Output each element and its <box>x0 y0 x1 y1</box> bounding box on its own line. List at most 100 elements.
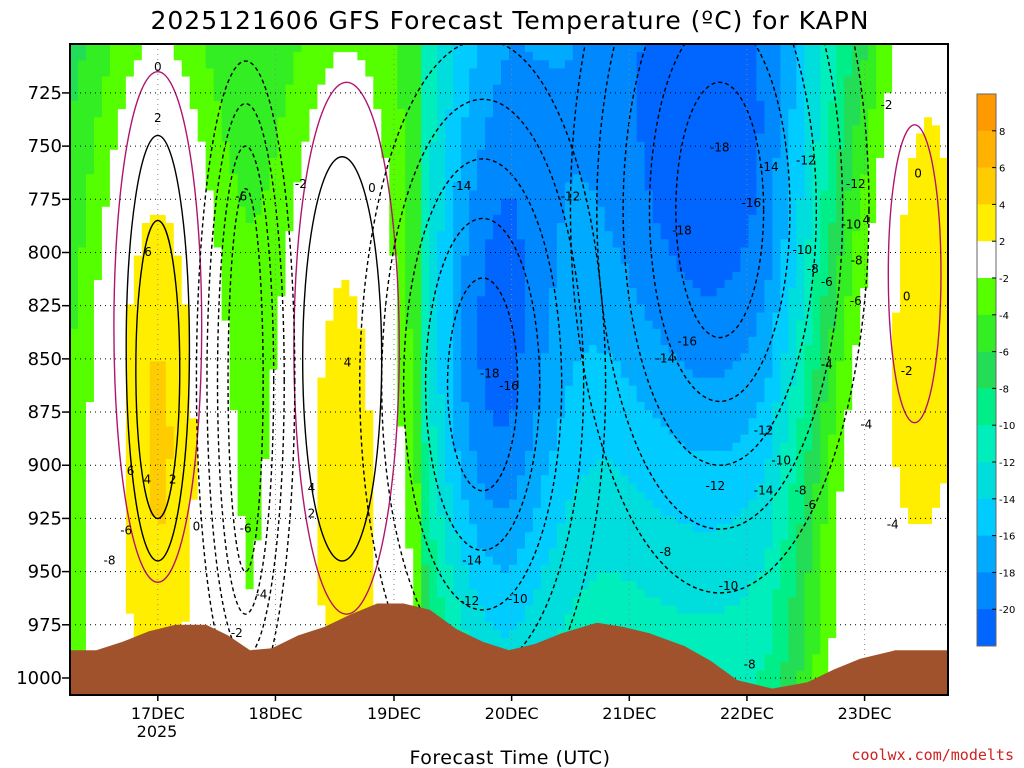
colorbar-label: 4 <box>999 200 1005 211</box>
colorbar-swatch <box>977 278 996 316</box>
temperature-fills <box>70 44 948 695</box>
contour-label: -12 <box>460 594 480 608</box>
y-tick-label: 875 <box>28 402 62 423</box>
contour-label: -10 <box>771 454 791 468</box>
contour-label: -4 <box>887 517 899 531</box>
contour-label: 0 <box>903 290 911 304</box>
colorbar-swatch <box>977 498 996 536</box>
x-tick-label: 21DEC <box>602 704 656 723</box>
contour-label: -2 <box>295 177 307 191</box>
colorbar-label: -16 <box>999 532 1015 543</box>
contour-label: -6 <box>240 522 252 536</box>
y-tick-label: 1000 <box>16 668 62 689</box>
contour-label: -8 <box>104 554 116 568</box>
contour-label: 0 <box>368 181 376 195</box>
x-axis: 17DEC 18DEC 19DEC 20DEC 21DEC 22DEC 23DEC <box>131 695 892 723</box>
contour-label: -10 <box>792 243 812 257</box>
colorbar-label: -10 <box>999 421 1015 432</box>
colorbar-swatch <box>977 572 996 610</box>
contour-label: -14 <box>462 554 482 568</box>
colorbar-label: -4 <box>999 311 1009 322</box>
contour-label: -6 <box>120 524 132 538</box>
y-tick-label: 725 <box>28 83 62 104</box>
colorbar-swatch <box>977 130 996 168</box>
x-tick-label: 22DEC <box>720 704 774 723</box>
contour-label: -10 <box>719 579 739 593</box>
colorbar-swatch <box>977 351 996 389</box>
y-tick-label: 900 <box>28 455 62 476</box>
contour-label: -14 <box>759 160 779 174</box>
x-tick-label: 19DEC <box>367 704 421 723</box>
contour-label: 6 <box>144 245 152 259</box>
contour-label: -4 <box>821 358 833 372</box>
colorbar-swatch <box>977 425 996 463</box>
colorbar-frame <box>976 93 997 647</box>
contour-label: -14 <box>452 179 472 193</box>
colorbar-label: 8 <box>999 127 1005 138</box>
contour-label: -6 <box>850 294 862 308</box>
colorbar-swatch <box>977 535 996 573</box>
contour-label: -16 <box>499 379 519 393</box>
credit-text: coolwx.com/modelts <box>851 746 1014 764</box>
contour-label: -8 <box>744 658 756 672</box>
y-tick-label: 750 <box>28 136 62 157</box>
contour-label: 4 <box>344 356 352 370</box>
contour-label: -6 <box>804 498 816 512</box>
x-tick-label: 20DEC <box>485 704 539 723</box>
colorbar-label: 2 <box>999 237 1005 248</box>
y-tick-label: 800 <box>28 242 62 263</box>
contour-label: 0 <box>154 60 162 74</box>
contour-label: -6 <box>821 275 833 289</box>
chart-title: 2025121606 GFS Forecast Temperature (ºC)… <box>150 6 869 35</box>
contour-label: -14 <box>655 351 675 365</box>
contour-label: -18 <box>480 366 500 380</box>
y-tick-label: 950 <box>28 562 62 583</box>
contour-label: -6 <box>235 190 247 204</box>
contour-label: -16 <box>741 196 761 210</box>
contour-label: 6 <box>127 464 135 478</box>
contour-label: -2 <box>901 364 913 378</box>
contour-label: -12 <box>561 190 581 204</box>
grid-lines <box>70 44 948 695</box>
contour-label: -14 <box>754 483 774 497</box>
contour-label: 2 <box>308 507 316 521</box>
colorbar-label: -12 <box>999 458 1015 469</box>
x-tick-label: 23DEC <box>838 704 892 723</box>
contour-label: -10 <box>842 217 862 231</box>
colorbar-label: -6 <box>999 348 1009 359</box>
colorbar: 8 6 4 2 -2 -4 -6 -8 -10 -12 -14 -16 -18 -20 <box>976 93 1015 647</box>
contour-label: -12 <box>754 424 774 438</box>
contour-lines <box>113 44 942 695</box>
contour-label: 4 <box>308 481 316 495</box>
colorbar-label: -14 <box>999 495 1015 506</box>
colorbar-swatch <box>977 388 996 426</box>
contour-label: -8 <box>807 262 819 276</box>
colorbar-swatch <box>977 204 996 242</box>
contour-label: -12 <box>705 479 725 493</box>
contour-label: 0 <box>914 166 922 180</box>
colorbar-label: -18 <box>999 568 1015 579</box>
contour-label: -2 <box>881 98 893 112</box>
contour-label: 4 <box>143 473 151 487</box>
colorbar-label: -8 <box>999 384 1009 395</box>
x-year-label: 2025 <box>137 722 178 741</box>
contour-label: 4 <box>862 213 870 227</box>
contour-label: -8 <box>851 254 863 268</box>
colorbar-swatch <box>977 167 996 205</box>
colorbar-swatch <box>977 462 996 500</box>
contour-label: -8 <box>659 545 671 559</box>
y-tick-label: 850 <box>28 349 62 370</box>
y-tick-label: 975 <box>28 615 62 636</box>
colorbar-swatch <box>977 94 996 132</box>
contour-label: -18 <box>710 141 730 155</box>
y-tick-label: 825 <box>28 296 62 317</box>
contour-label: -4 <box>860 417 872 431</box>
x-tick-label: 18DEC <box>248 704 302 723</box>
colorbar-label: -2 <box>999 274 1009 285</box>
contour-label: -12 <box>846 177 866 191</box>
x-tick-label: 17DEC <box>131 704 185 723</box>
x-axis-label: Forecast Time (UTC) <box>410 747 611 768</box>
y-tick-label: 775 <box>28 189 62 210</box>
